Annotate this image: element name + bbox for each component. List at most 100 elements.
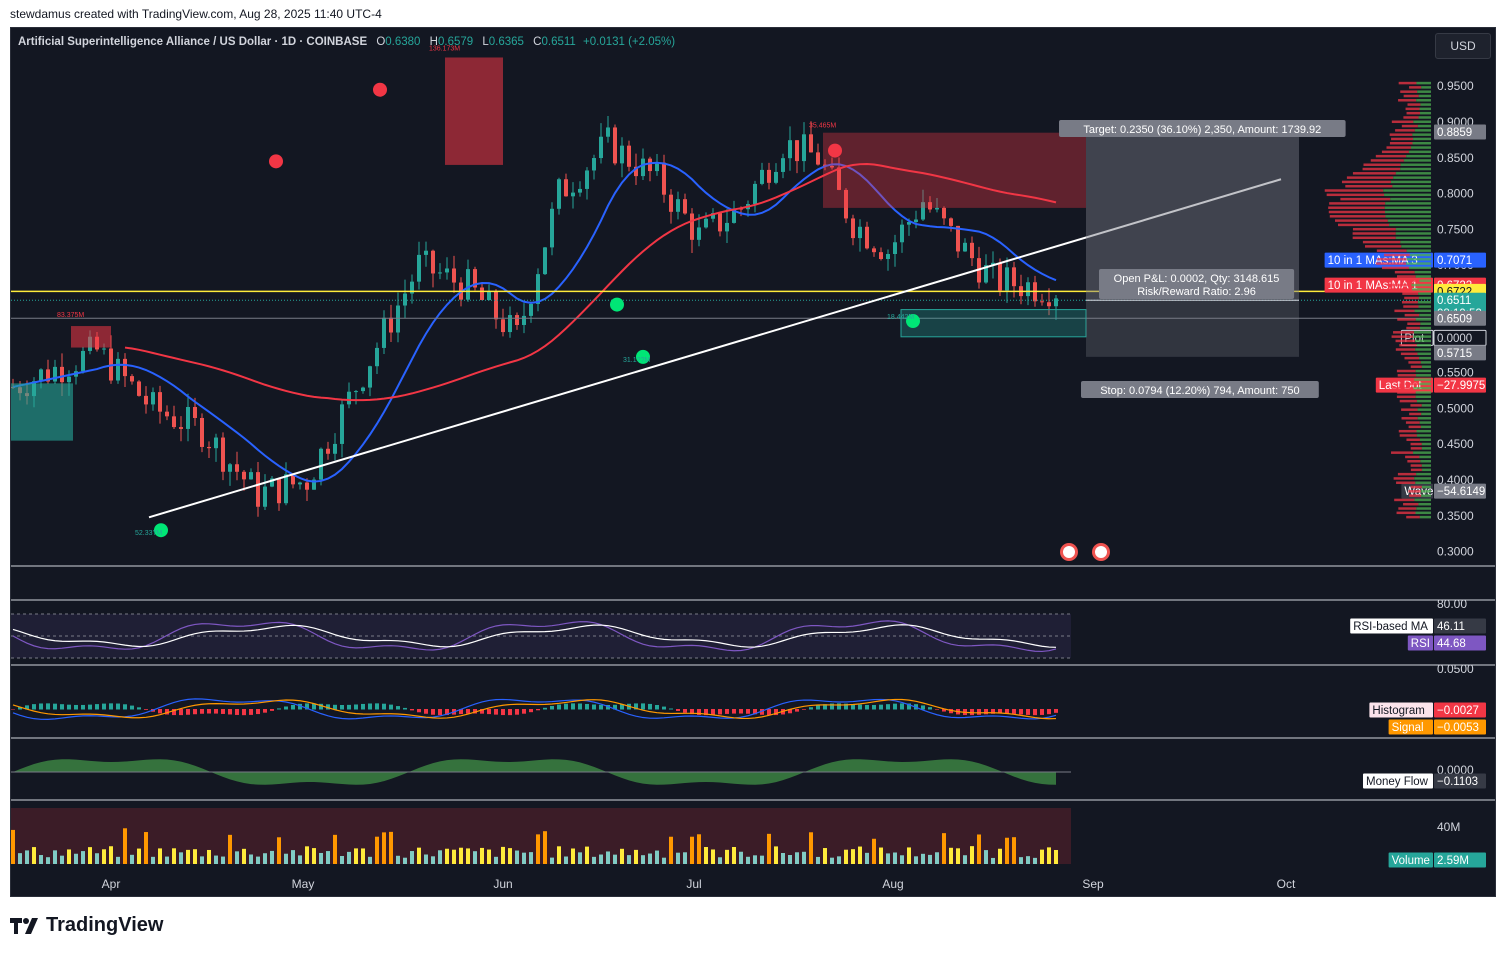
volume-profile-bar	[1408, 490, 1421, 493]
candle-body	[256, 472, 260, 507]
volume-profile-bar	[1389, 142, 1413, 145]
macd-histogram-bar	[739, 709, 743, 714]
macd-histogram-bar	[256, 709, 260, 715]
macd-histogram-bar	[802, 709, 806, 710]
volume-bar	[242, 848, 246, 864]
volume-profile-bar	[1410, 365, 1422, 368]
price-chart[interactable]: 1.00000.95000.90000.85000.80000.75000.70…	[11, 28, 1495, 896]
candle-body	[564, 179, 568, 197]
candle-body	[221, 437, 225, 472]
candle-body	[200, 417, 204, 447]
volume-bar	[809, 832, 813, 864]
volume-bar	[760, 855, 764, 864]
volume-bar	[592, 856, 596, 864]
volume-profile-bar	[1415, 369, 1431, 373]
price-axis-name-label: Last Dot	[1379, 380, 1423, 392]
candle-body	[424, 250, 428, 255]
macd-histogram-bar	[81, 704, 85, 710]
volume-bar	[858, 846, 862, 864]
macd-histogram-bar	[361, 703, 365, 710]
volume-profile-bar	[1407, 460, 1421, 463]
volume-profile-bar	[1420, 322, 1431, 325]
volume-profile-bar	[1401, 417, 1418, 420]
volume-profile-bar	[1383, 189, 1431, 192]
candle-body	[354, 391, 358, 393]
volume-bar	[767, 833, 771, 864]
macd-histogram-bar	[725, 709, 729, 714]
tradingview-logo[interactable]: TradingView	[10, 914, 163, 937]
symbol-title: Artificial Superintelligence Alliance / …	[18, 36, 368, 48]
volume-bar	[536, 834, 540, 864]
volume-profile-bar	[1419, 421, 1431, 424]
pane-value-bg	[1434, 635, 1486, 651]
buy-signal-dot	[154, 523, 168, 538]
volume-profile-bar	[1421, 412, 1431, 416]
volume-bar	[172, 848, 176, 864]
volume-bar	[123, 828, 127, 864]
volume-profile-bar	[1394, 498, 1415, 502]
pane-name-label: Histogram	[1372, 705, 1424, 717]
macd-histogram-bar	[921, 705, 925, 710]
volume-bar	[347, 851, 351, 864]
volume-bar	[564, 856, 568, 864]
volume-bar	[459, 847, 463, 864]
volume-bar	[606, 851, 610, 864]
macd-histogram-bar	[508, 709, 512, 716]
volume-bar	[1005, 837, 1009, 864]
volume-profile-bar	[1404, 313, 1420, 317]
macd-histogram-bar	[606, 704, 610, 710]
volume-profile-bar	[1413, 335, 1431, 338]
macd-histogram-bar	[298, 703, 302, 710]
volume-profile-bar	[1418, 305, 1431, 308]
price-axis-label-bg	[1434, 377, 1486, 393]
macd-histogram-bar	[39, 703, 43, 710]
candle-body	[557, 179, 561, 209]
candle-body	[753, 183, 757, 204]
macd-histogram-bar	[445, 709, 449, 716]
volume-profile-bar	[1418, 94, 1431, 98]
volume-profile-bar	[1340, 197, 1391, 201]
volume-bar	[613, 854, 617, 864]
volume-bar	[403, 857, 407, 864]
macd-histogram-bar	[935, 709, 939, 710]
volume-profile-bar	[1408, 425, 1421, 429]
candle-body	[39, 369, 43, 382]
macd-histogram-bar	[165, 709, 169, 715]
volume-bar	[1040, 849, 1044, 864]
volume-profile-bar	[1421, 464, 1431, 467]
volume-bar	[480, 847, 484, 864]
macd-histogram-bar	[277, 708, 281, 710]
close-value: 0.6511	[541, 36, 576, 48]
macd-histogram-bar	[74, 704, 78, 710]
trend-line	[148, 178, 1282, 519]
candle-body	[578, 188, 582, 193]
volume-profile-bar	[1398, 429, 1417, 433]
chart-frame[interactable]: 1.00000.95000.90000.85000.80000.75000.70…	[10, 27, 1496, 897]
candle-body	[809, 134, 813, 153]
candle-body	[242, 471, 246, 480]
volume-profile-bar	[1408, 150, 1431, 154]
pane-value-bg	[1434, 702, 1486, 718]
volume-bar	[333, 834, 337, 864]
price-tick-label: 0.4000	[1437, 473, 1474, 487]
macd-histogram-bar	[333, 704, 337, 710]
price-axis-name-label: Plot	[1404, 333, 1425, 345]
volume-profile-bar	[1399, 343, 1417, 347]
macd-histogram-bar	[592, 704, 596, 710]
volume-annotation: 83.375M	[57, 312, 84, 319]
candle-body	[991, 262, 995, 266]
close-label: C	[533, 36, 542, 48]
pane-name-bg	[1363, 773, 1433, 789]
volume-bar	[571, 848, 575, 864]
sell-signal-dot	[828, 143, 842, 158]
volume-profile-bar	[1421, 485, 1431, 489]
volume-profile-bar	[1375, 262, 1407, 265]
volume-profile-bar	[1400, 240, 1431, 244]
volume-bar	[872, 838, 876, 864]
volume-bar	[529, 852, 533, 864]
macd-histogram-bar	[879, 704, 883, 710]
volume-tick-label: 40M	[1437, 820, 1460, 834]
volume-bar	[970, 846, 974, 864]
volume-profile-bar	[1421, 442, 1431, 446]
currency-button[interactable]: USD	[1435, 33, 1491, 59]
